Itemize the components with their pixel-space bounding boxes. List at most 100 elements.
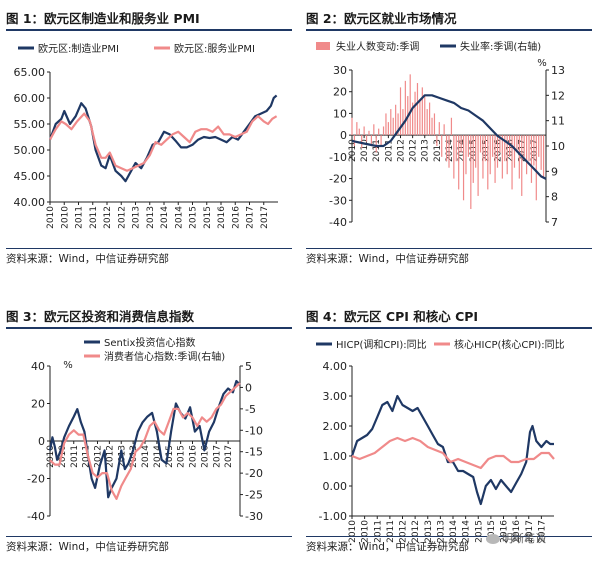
y-tick-label: 45.00 <box>14 170 46 183</box>
x-tick-label: 2010 <box>348 139 358 162</box>
x-tick-label: 2016 <box>217 206 227 229</box>
bar <box>399 87 402 136</box>
chart-panel-pmi: 图 1：欧元区制造业和服务业 PMI 40.00 45.00 50.00 55.00 6… <box>6 8 292 270</box>
bar <box>402 109 404 136</box>
x-tick-label: 2011 <box>372 139 382 162</box>
x-tick-label: 2011 <box>82 445 92 468</box>
bar <box>501 135 503 179</box>
bar <box>433 113 436 136</box>
bar <box>487 135 489 190</box>
x-tick-label: 2011 <box>384 139 394 162</box>
x-tick-label: 2013 <box>146 206 156 229</box>
y-tick-label: 0.00 <box>323 480 348 493</box>
bar <box>460 135 462 153</box>
source-note: 资料来源：Wind，中信证券研究部 <box>306 541 469 553</box>
bar <box>499 135 501 153</box>
x-tick-label: 2016 <box>200 445 210 468</box>
bar <box>506 135 508 175</box>
series-line <box>350 394 554 506</box>
x-tick-label: 2013 <box>132 206 142 229</box>
series-line <box>351 436 555 470</box>
bar <box>511 135 513 190</box>
x-tick-label: 2012 <box>397 139 407 162</box>
source-note: 资料来源：Wind，中信证券研究部 <box>6 253 169 265</box>
bar <box>387 122 389 136</box>
x-tick-label: 2012 <box>411 520 421 543</box>
legend-label: 失业人数变动:季调 <box>336 40 419 53</box>
source-note: 资料来源：Wind，中信证券研究部 <box>306 253 469 265</box>
source-line <box>6 248 292 249</box>
bar <box>484 135 486 162</box>
x-tick-label: 2015 <box>474 520 484 543</box>
x-tick-label: 2015 <box>189 206 199 229</box>
bar <box>404 80 406 136</box>
legend-label: Sentix投资信心指数 <box>104 336 195 349</box>
x-tick-label: 2010 <box>348 520 358 543</box>
bar <box>450 117 453 136</box>
x-tick-label: 2013 <box>424 520 434 543</box>
chart-title: 图 4：欧元区 CPI 和核心 CPI <box>306 309 479 324</box>
bar <box>416 83 419 136</box>
x-tick-label: 2014 <box>449 520 459 543</box>
bar <box>465 135 467 175</box>
x-tick-label: 2016 <box>506 139 516 162</box>
x-tick-label: 2012 <box>399 520 409 543</box>
x-tick-label: 2011 <box>89 206 99 229</box>
bar <box>390 109 392 136</box>
bar <box>421 87 423 136</box>
bar <box>470 135 472 209</box>
x-tick-label: 2013 <box>436 520 446 543</box>
y-tick-label: 50.00 <box>14 144 46 157</box>
x-tick-label: 2016 <box>494 139 504 162</box>
y-tick-label-right: -10 <box>245 424 263 437</box>
wechat-icon <box>486 534 500 544</box>
bar <box>455 135 457 162</box>
x-tick-label: 2016 <box>512 520 522 543</box>
chart-panel-cpi: 图 4：欧元区 CPI 和核心 CPI -1.00 0.00 1.00 2.00 3.0… <box>306 306 592 556</box>
x-tick-label: 2010 <box>58 445 68 468</box>
y-tick-label: 30 <box>333 64 347 77</box>
bar <box>397 113 399 136</box>
title-underline <box>306 29 592 31</box>
bar <box>479 135 482 153</box>
x-tick-label: 2014 <box>174 206 184 229</box>
bar <box>368 130 370 136</box>
x-tick-label: 2013 <box>433 139 443 162</box>
bar <box>419 100 421 136</box>
title-underline <box>306 327 592 329</box>
x-tick-label: 2013 <box>421 139 431 162</box>
y-tick-label-right: 8 <box>551 191 558 204</box>
y-tick-label: 20 <box>31 398 45 411</box>
bar <box>438 122 440 136</box>
series-line <box>49 382 241 500</box>
x-tick-label: 2017 <box>260 206 270 229</box>
legend-swatch <box>316 42 330 50</box>
bar <box>518 135 520 179</box>
chart-title: 图 3：欧元区投资和消费信息指数 <box>6 309 195 324</box>
y-tick-label-right: -15 <box>245 446 263 459</box>
x-tick-label: 2017 <box>530 139 540 162</box>
chart-title: 图 2：欧元区就业市场情况 <box>306 11 457 26</box>
x-tick-label: 2014 <box>445 139 455 162</box>
bar <box>489 135 491 175</box>
y-tick-label: -40 <box>329 216 347 229</box>
bar <box>533 135 535 166</box>
bar <box>516 135 518 153</box>
chart-panel-confidence: 图 3：欧元区投资和消费信息指数 -40 -20 0 20 40 -30 -25 -20 -15… <box>6 306 292 556</box>
legend-label: 欧元区:制造业PMI <box>38 42 119 55</box>
x-tick-label: 2014 <box>153 445 163 468</box>
bar <box>448 135 450 168</box>
x-tick-label: 2012 <box>94 445 104 468</box>
y-tick-label: 0 <box>38 435 45 448</box>
bar <box>494 135 496 183</box>
x-tick-label: 2015 <box>481 139 491 162</box>
series-line <box>48 94 278 183</box>
x-tick-label: 2017 <box>246 206 256 229</box>
y-tick-label: 20 <box>333 86 347 99</box>
y-tick-label: 0 <box>340 129 347 142</box>
y-tick-label-right: 9 <box>551 165 558 178</box>
bar <box>492 135 494 157</box>
x-tick-label: 2015 <box>165 445 175 468</box>
y-tick-label: 40 <box>31 360 45 373</box>
